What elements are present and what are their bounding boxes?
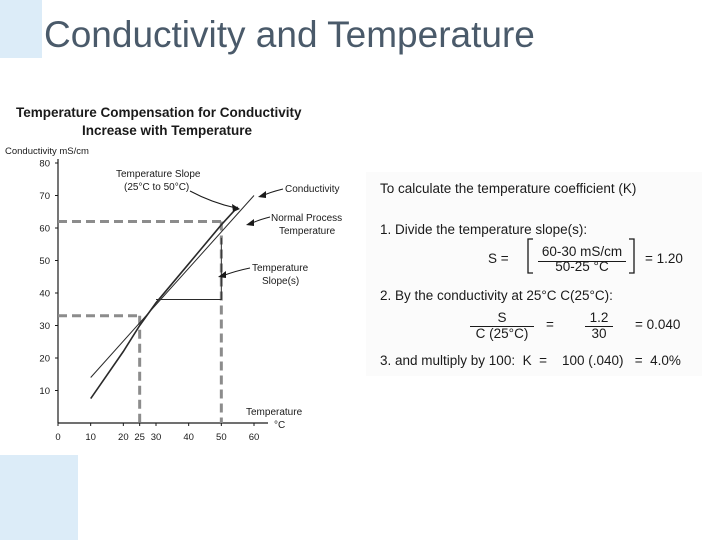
x-axis-unit: °C [274,420,285,431]
x-tick-label-20: 20 [118,432,129,443]
y-tick-label-50: 50 [39,256,50,267]
chart-axes: 10 20 30 40 50 60 70 80 0 10 20 25 30 40 50 60 [39,159,268,443]
calc-step2: 2. By the conductivity at 25°C C(25°C): [380,288,613,303]
x-tick-label-40: 40 [183,432,194,443]
right-bracket [629,238,635,274]
calc-step3: 3. and multiply by 100: K = 100 (.040) =… [380,353,681,368]
y-tick-label-10: 10 [39,386,50,397]
x-tick-label-60: 60 [249,432,260,443]
y-tick-label-80: 80 [39,159,50,170]
arrow-slope [189,190,237,209]
x-axis-label: Temperature [246,407,303,418]
series-line-0 [90,206,239,400]
corner-decoration-bottom [0,455,78,540]
calc-s-label: S = [488,251,509,266]
x-tick-label-50: 50 [216,432,227,443]
annotation-slopes-line2: Slope(s) [262,276,299,287]
y-tick-label-40: 40 [39,289,50,300]
chart-subtitle: Increase with Temperature [82,123,253,138]
s-result: = 1.20 [645,251,683,266]
calculation-panel [366,172,702,376]
chart-title: Temperature Compensation for Conductivit… [16,105,302,120]
c-equals: = [546,317,554,332]
annotation-normal-line1: Normal Process [271,213,342,224]
c-result: = 0.040 [635,317,681,332]
arrowhead-normal [246,219,254,226]
s-fraction-line [538,261,626,262]
slope-triangle [156,237,222,300]
c-fraction-line [470,326,534,327]
annotation-slopes-line1: Temperature [252,263,309,274]
x-tick-label-10: 10 [85,432,96,443]
y-tick-label-60: 60 [39,224,50,235]
left-bracket [527,238,533,274]
bracket-group [527,238,635,274]
c-numerator2: 1.2 [589,310,609,325]
s-numerator: 60-30 mS/cm [541,244,623,259]
corner-decoration-top [0,0,42,58]
calc-step1: 1. Divide the temperature slope(s): [380,222,588,237]
annotation-slope-line1: Temperature Slope [116,169,201,180]
conductivity-chart: Temperature Compensation for Conductivit… [5,105,342,443]
y-tick-label-20: 20 [39,354,50,365]
arrowhead-conductivity [258,191,266,198]
x-tick-label-0: 0 [55,432,60,443]
x-tick-label-30: 30 [151,432,162,443]
y-axis-label: Conductivity mS/cm [5,146,89,157]
y-tick-label-70: 70 [39,191,50,202]
c-numerator: S [497,310,507,325]
annotation-normal-line2: Temperature [279,226,336,237]
calc-heading: To calculate the temperature coefficient… [380,181,637,196]
c2-fraction-line [585,326,613,327]
arrow-slopes [221,267,251,277]
annotation-slope-line2: (25°C to 50°C) [124,182,189,193]
arrowhead-slope [232,204,240,212]
annotation-arrowheads [218,191,266,278]
c-denominator2: 30 [591,326,607,341]
annotations: Temperature Slope (25°C to 50°C) Conduct… [116,169,342,287]
arrowhead-slopes [218,271,226,278]
s-denominator: 50-25 °C [555,259,609,274]
slope-triangle-legs [156,237,222,300]
series-line-1 [90,195,255,378]
x-tick-label-25: 25 [134,432,145,443]
slide-title: Conductivity and Temperature [44,14,535,55]
series-lines [90,195,255,400]
y-tick-label-30: 30 [39,321,50,332]
annotation-conductivity: Conductivity [285,184,339,195]
c-denominator: C (25°C) [475,326,529,341]
